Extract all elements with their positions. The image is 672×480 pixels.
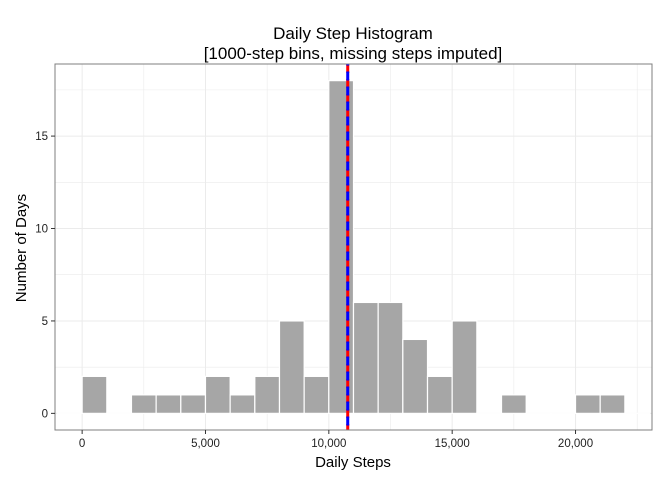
y-tick-label: 5: [42, 316, 48, 328]
histogram-bar: [155, 394, 182, 414]
histogram-bar: [426, 375, 453, 414]
y-tick-label: 15: [35, 131, 48, 143]
histogram-bar: [81, 375, 108, 414]
histogram-bar: [402, 338, 429, 414]
histogram-bar: [352, 301, 379, 414]
histogram-bar: [278, 320, 305, 414]
histogram-bar: [204, 375, 231, 414]
histogram-bars: [56, 80, 651, 414]
x-tick-label: 15,000: [435, 438, 470, 450]
x-axis-label: Daily Steps: [315, 454, 391, 471]
y-axis-ticks: 0 5 10 15: [35, 131, 55, 420]
histogram-bar: [229, 394, 256, 414]
histogram-bar: [377, 301, 404, 414]
chart-subtitle: [1000-step bins, missing steps imputed]: [204, 44, 503, 63]
plot-panel-border: [54, 63, 653, 431]
histogram-bar: [500, 394, 527, 414]
histogram-bar: [451, 320, 478, 414]
histogram-bar: [599, 394, 626, 414]
histogram-bar: [130, 394, 157, 414]
x-tick-label: 10,000: [311, 438, 346, 450]
chart-title: Daily Step Histogram: [273, 24, 433, 43]
x-tick-label: 5,000: [191, 438, 220, 450]
x-tick-label: 20,000: [558, 438, 593, 450]
histogram-bar: [303, 375, 330, 414]
histogram-bar: [180, 394, 207, 414]
x-axis-ticks: 0 5,000 10,000 15,000 20,000: [79, 430, 593, 450]
x-tick-label: 0: [79, 438, 85, 450]
y-tick-label: 0: [42, 408, 48, 420]
histogram-bar: [254, 375, 281, 414]
y-tick-label: 10: [35, 224, 48, 236]
histogram-bar: [328, 80, 355, 414]
histogram-bar: [574, 394, 601, 414]
y-axis-label: Number of Days: [13, 194, 30, 302]
